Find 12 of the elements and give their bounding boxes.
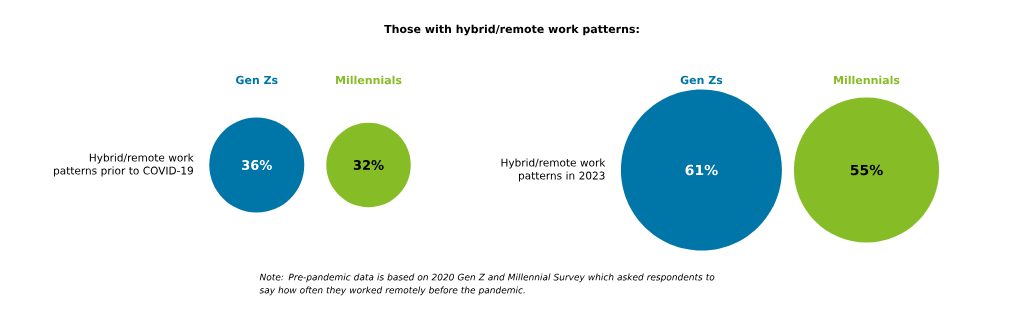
text: Millennials — [336, 75, 402, 85]
data-label: 61% — [685, 164, 718, 176]
data-label: 55% — [850, 164, 883, 176]
data-label: 36% — [242, 160, 272, 170]
series-label: Millennials — [834, 75, 900, 85]
text: Note: Pre-pandemic data is based on 2020 Gen Z and Millennial Survey which asked respondents to say how often they worked remotely before the pandemic. — [259, 273, 715, 296]
text: Gen Zs — [235, 75, 278, 85]
category-label: Hybrid/remote work patterns prior to COVID-19 — [54, 153, 194, 177]
text: Those with hybrid/remote work patterns: — [384, 24, 639, 36]
data-label: 32% — [353, 160, 384, 170]
category-label: Hybrid/remote work patterns in 2023 — [501, 158, 606, 182]
series-label: Gen Zs — [680, 75, 723, 85]
